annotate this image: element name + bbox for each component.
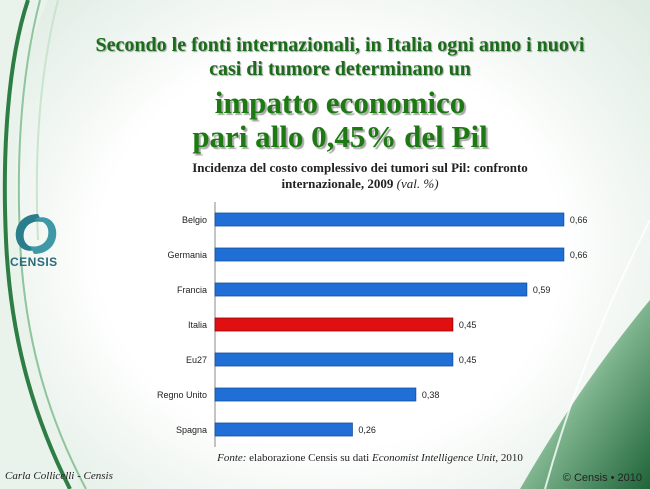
source-text: elaborazione Censis su dati xyxy=(246,452,372,464)
bar-eu27 xyxy=(214,352,454,367)
chart-title-text: Incidenza del costo complessivo dei tumo… xyxy=(192,160,528,191)
censis-logo-icon xyxy=(15,214,57,254)
source-year: , 2010 xyxy=(495,452,523,464)
category-label: Spagna xyxy=(176,425,207,435)
source-label: Fonte: xyxy=(217,452,247,464)
category-label: Italia xyxy=(188,320,207,330)
bar-spagna xyxy=(214,422,353,437)
slide-headline-line-2: pari allo 0,45% del Pil xyxy=(192,119,488,154)
category-label: Germania xyxy=(167,250,207,260)
bar-francia xyxy=(214,282,528,297)
value-label: 0,59 xyxy=(533,285,551,295)
chart-title: Incidenza del costo complessivo dei tumo… xyxy=(150,160,570,192)
bar-germania xyxy=(214,247,565,262)
bar-italia xyxy=(214,317,454,332)
category-label: Francia xyxy=(177,285,207,295)
censis-logo-text: CENSIS xyxy=(10,255,58,269)
bar-belgio xyxy=(214,212,565,227)
value-label: 0,26 xyxy=(358,425,376,435)
slide-title-line-1: Secondo le fonti internazionali, in Ital… xyxy=(95,34,585,56)
category-label: Belgio xyxy=(182,215,207,225)
bar-regno-unito xyxy=(214,387,417,402)
value-label: 0,45 xyxy=(459,320,477,330)
slide-title-line-2: casi di tumore determinano un xyxy=(209,58,471,80)
slide-headline-line-1: impatto economico xyxy=(214,85,466,120)
copyright: © Censis • 2010 xyxy=(562,472,642,484)
category-label: Regno Unito xyxy=(157,390,207,400)
source-italic: Economist Intelligence Unit xyxy=(371,452,496,464)
value-label: 0,45 xyxy=(459,355,477,365)
value-label: 0,66 xyxy=(570,215,588,225)
author-credit: Carla Collicelli - Censis xyxy=(5,470,113,482)
chart-title-unit: (val. %) xyxy=(396,176,439,191)
value-label: 0,66 xyxy=(570,250,588,260)
chart-source: Fonte: elaborazione Censis su dati Econo… xyxy=(160,452,580,464)
category-label: Eu27 xyxy=(186,355,207,365)
value-label: 0,38 xyxy=(422,390,440,400)
